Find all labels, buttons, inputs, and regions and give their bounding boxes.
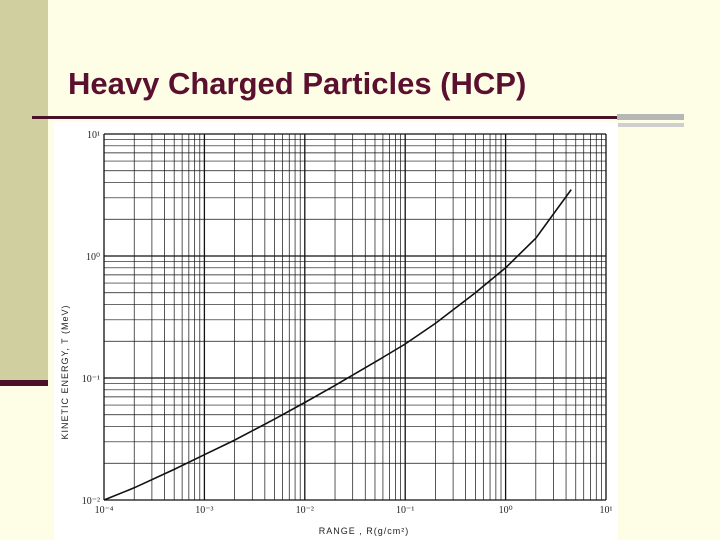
grid-lines xyxy=(103,133,607,501)
title-underline-accent xyxy=(617,114,684,120)
y-tick-label: 10⁻¹ xyxy=(82,374,100,385)
chart-panel: 10⁻⁴ 10⁻³ 10⁻² 10⁻¹ 10⁰ 10¹ 10⁻² 10⁻¹ 10⁰ 10¹ KIN… xyxy=(54,122,618,540)
y-tick-label: 10⁻² xyxy=(82,496,100,507)
y-axis-label: KINETIC ENERGY, T (MeV) xyxy=(60,304,70,439)
x-tick-label: 10⁰ xyxy=(499,505,513,516)
y-tick-label: 10⁰ xyxy=(86,252,100,263)
y-tick-label: 10¹ xyxy=(87,130,100,141)
title-underline xyxy=(32,116,617,119)
x-tick-label: 10⁻³ xyxy=(195,505,213,516)
slide-title: Heavy Charged Particles (HCP) xyxy=(68,66,527,101)
x-tick-label: 10⁻⁴ xyxy=(95,505,114,516)
series-line-range-energy xyxy=(103,189,572,501)
x-tick-label: 10⁻¹ xyxy=(396,505,414,516)
range-energy-chart: 10⁻⁴ 10⁻³ 10⁻² 10⁻¹ 10⁰ 10¹ 10⁻² 10⁻¹ 10⁰ 10¹ KIN… xyxy=(60,130,613,536)
title-underline-accent-secondary xyxy=(617,123,684,127)
x-axis-label: RANGE , R(g/cm²) xyxy=(319,526,410,536)
x-tick-label: 10⁻² xyxy=(296,505,314,516)
x-tick-label: 10¹ xyxy=(600,505,613,516)
left-accent-bar-foot xyxy=(0,380,48,386)
tick-labels: 10⁻⁴ 10⁻³ 10⁻² 10⁻¹ 10⁰ 10¹ 10⁻² 10⁻¹ 10⁰ 10¹ xyxy=(82,130,613,516)
series-layer xyxy=(103,189,572,501)
left-accent-bar xyxy=(0,0,48,383)
